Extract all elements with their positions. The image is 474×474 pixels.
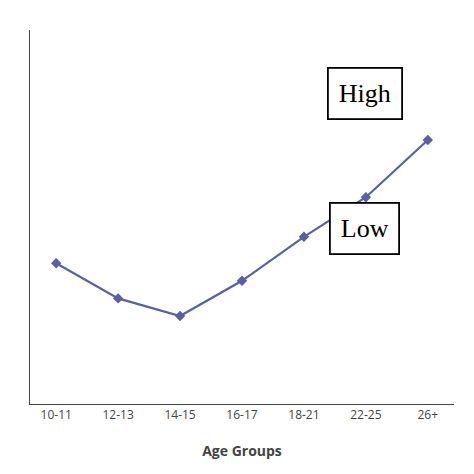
svg-text:26+: 26+ <box>418 406 439 423</box>
svg-text:12-13: 12-13 <box>102 406 133 423</box>
svg-text:High: High <box>339 79 391 108</box>
svg-text:Age Groups: Age Groups <box>202 441 282 460</box>
svg-text:22-25: 22-25 <box>350 406 381 423</box>
svg-text:10-11: 10-11 <box>41 406 72 423</box>
svg-text:14-15: 14-15 <box>164 406 195 423</box>
svg-text:16-17: 16-17 <box>226 406 257 423</box>
svg-text:Low: Low <box>341 214 389 243</box>
svg-text:18-21: 18-21 <box>288 406 319 423</box>
